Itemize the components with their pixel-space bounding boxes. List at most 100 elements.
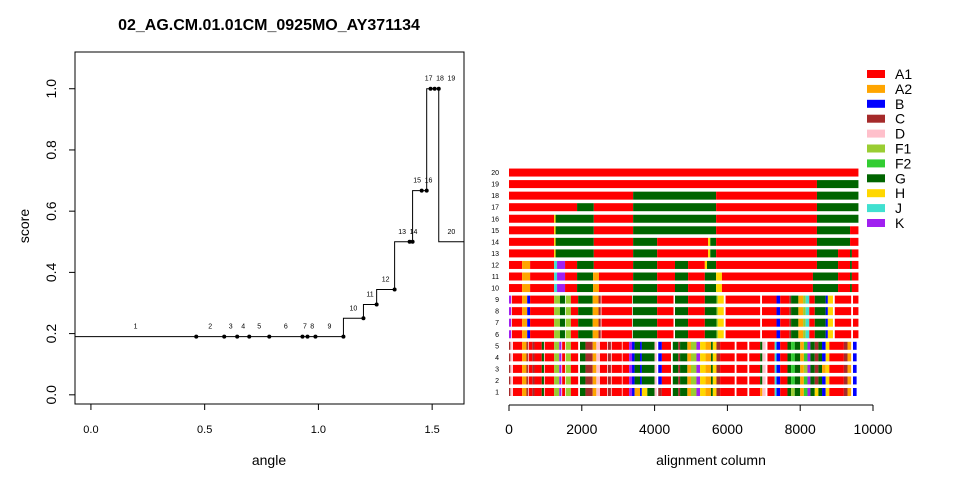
segment-A1 xyxy=(600,376,608,385)
segment-F2 xyxy=(791,353,795,362)
segment-A1 xyxy=(749,376,761,385)
segment-B xyxy=(527,330,531,339)
segment-A2 xyxy=(760,388,763,396)
segment-A2 xyxy=(592,330,599,339)
segment-A1 xyxy=(601,307,633,316)
segment-A2 xyxy=(592,364,597,373)
segment-G xyxy=(641,376,655,385)
segment-G xyxy=(579,388,586,396)
segment-A1 xyxy=(657,272,675,281)
segment-C xyxy=(532,388,535,396)
segment-K xyxy=(629,376,633,385)
segment-K xyxy=(559,364,562,373)
segment-D xyxy=(596,388,600,396)
segment-C xyxy=(608,364,611,373)
segment-K xyxy=(629,388,633,396)
row-label: 16 xyxy=(491,216,499,223)
segment-H xyxy=(712,376,717,385)
segment-F1 xyxy=(554,330,560,339)
segment-B xyxy=(776,318,781,327)
segment-H xyxy=(814,388,819,396)
segment-A1 xyxy=(534,376,542,385)
data-point xyxy=(432,86,437,91)
segment-label: 18 xyxy=(436,76,444,83)
segment-A2 xyxy=(705,376,712,385)
legend-swatch-G xyxy=(867,174,885,183)
legend-label: C xyxy=(895,111,905,127)
segment-F1 xyxy=(803,318,806,327)
segment-H xyxy=(700,364,706,373)
segment-B xyxy=(822,341,826,350)
segment-A1 xyxy=(736,376,748,385)
segment-H xyxy=(708,249,711,258)
segment-C xyxy=(526,376,528,385)
segment-G xyxy=(680,364,688,373)
segment-C xyxy=(789,307,792,316)
segment-A1 xyxy=(657,284,675,293)
segment-H xyxy=(825,341,830,350)
segment-A1 xyxy=(611,353,622,362)
segment-H xyxy=(717,318,724,327)
segment-A1 xyxy=(780,341,788,350)
segment-G xyxy=(704,295,717,304)
segment-A2 xyxy=(592,388,597,396)
segment-B xyxy=(825,307,828,316)
segment-A1 xyxy=(511,307,523,316)
segment-A1 xyxy=(530,295,555,304)
segment-F1 xyxy=(554,318,560,327)
segment-H xyxy=(825,376,830,385)
segment-C xyxy=(716,376,721,385)
segment-A1 xyxy=(570,318,579,327)
segment-G xyxy=(850,249,852,258)
segment-A1 xyxy=(834,318,852,327)
segment-A1 xyxy=(509,249,555,258)
segment-A1 xyxy=(657,237,709,246)
segment-G xyxy=(791,318,799,327)
segment-H xyxy=(700,341,706,350)
row-label: 7 xyxy=(495,320,499,327)
segment-A1 xyxy=(601,330,633,339)
legend-swatch-J xyxy=(867,204,885,213)
row-label: 9 xyxy=(495,297,499,304)
segment-G xyxy=(816,226,851,235)
segment-J xyxy=(805,307,810,316)
segment-C xyxy=(598,330,601,339)
segment-A1 xyxy=(530,330,555,339)
segment-A1 xyxy=(721,272,813,281)
segment-G xyxy=(633,191,717,200)
segment-G xyxy=(787,388,792,396)
segment-A1 xyxy=(622,388,630,396)
segment-K xyxy=(509,307,512,316)
data-point xyxy=(407,239,412,244)
segment-G xyxy=(850,284,852,293)
segment-A1 xyxy=(749,341,761,350)
segment-B xyxy=(527,295,531,304)
segment-D xyxy=(654,364,657,373)
segment-A1 xyxy=(780,388,788,396)
segment-K xyxy=(559,341,562,350)
segment-F1 xyxy=(691,388,697,396)
segment-C xyxy=(598,295,601,304)
row-label: 12 xyxy=(491,262,499,269)
segment-J xyxy=(805,318,810,327)
segment-G xyxy=(810,388,815,396)
segment-label: 5 xyxy=(257,324,261,331)
segment-G xyxy=(680,376,688,385)
legend-swatch-F1 xyxy=(867,144,885,153)
segment-A1 xyxy=(544,353,555,362)
segment-A1 xyxy=(761,330,777,339)
segment-A1 xyxy=(565,272,578,281)
segment-A1 xyxy=(622,364,630,373)
segment-D xyxy=(654,353,657,362)
segment-A1 xyxy=(509,180,817,189)
segment-G xyxy=(674,284,689,293)
segment-A1 xyxy=(570,388,579,396)
segment-F1 xyxy=(691,364,697,373)
segment-D xyxy=(654,341,657,350)
segment-A1 xyxy=(570,295,579,304)
segment-A2 xyxy=(705,341,712,350)
segment-C xyxy=(678,364,681,373)
segment-A1 xyxy=(852,307,859,316)
segment-B xyxy=(527,318,531,327)
segment-A1 xyxy=(570,330,579,339)
